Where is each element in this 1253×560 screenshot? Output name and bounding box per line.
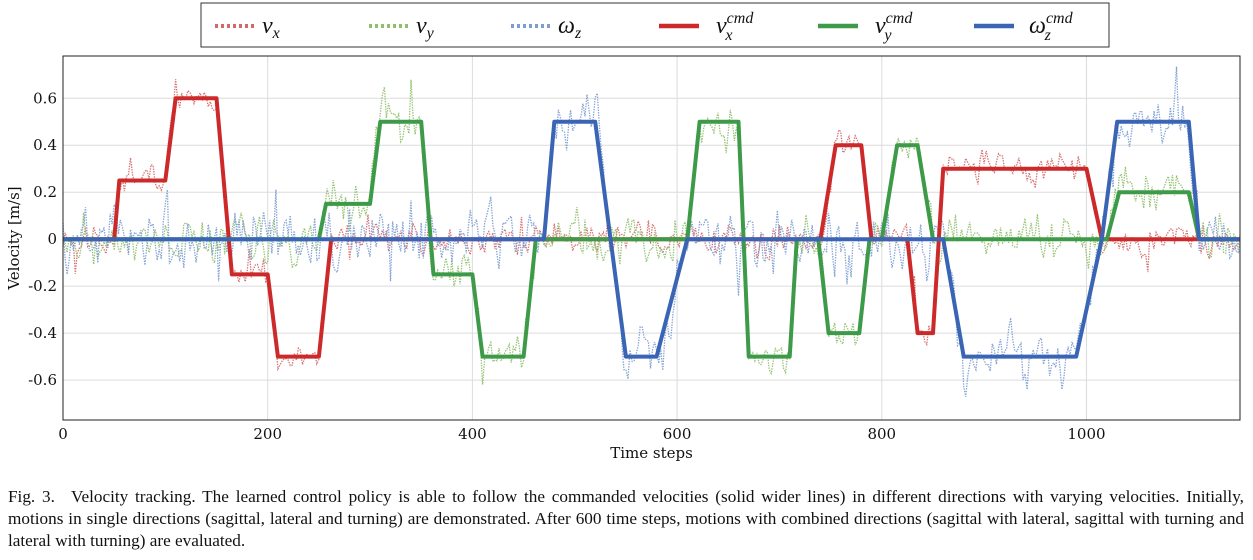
series-z-measured bbox=[62, 66, 1241, 397]
x-tick-label: 1000 bbox=[1067, 425, 1105, 443]
legend-label-sup: cmd bbox=[1046, 10, 1074, 27]
y-tick-label: -0.6 bbox=[28, 371, 57, 389]
y-tick-label: 0.2 bbox=[33, 183, 57, 201]
x-axis-label: Time steps bbox=[610, 444, 693, 462]
series-vx-measured bbox=[62, 79, 1241, 372]
series-vy-measured bbox=[62, 79, 1241, 385]
figure-caption: Fig. 3. Velocity tracking. The learned co… bbox=[8, 486, 1244, 552]
x-tick-label: 800 bbox=[867, 425, 896, 443]
legend-label: vx bbox=[262, 13, 280, 42]
command-series bbox=[63, 96, 1240, 359]
legend-label-sub: x bbox=[272, 25, 280, 42]
legend-label-base: v bbox=[716, 13, 727, 39]
legend-item: ωcmd z bbox=[974, 10, 1074, 44]
legend-label-sup: cmd bbox=[886, 10, 914, 27]
legend-item: vcmd x bbox=[659, 10, 754, 44]
legend: vx vy ωz vcmd x vcmd y ωcmd z bbox=[200, 2, 1110, 48]
legend-label-sub: x bbox=[724, 27, 732, 44]
legend-item: vy bbox=[369, 13, 435, 42]
y-tick-label: 0 bbox=[47, 230, 57, 248]
legend-label-base: v bbox=[416, 13, 427, 39]
y-axis-label: Velocity [m/s] bbox=[5, 186, 23, 290]
x-tick-label: 400 bbox=[458, 425, 487, 443]
legend-label: ωcmd z bbox=[1029, 10, 1074, 44]
legend-item: vcmd y bbox=[818, 10, 913, 44]
legend-label-base: v bbox=[875, 13, 886, 39]
y-tick-label: -0.2 bbox=[28, 277, 57, 295]
legend-label: vcmd x bbox=[716, 10, 754, 44]
legend-label: vcmd y bbox=[875, 10, 913, 44]
y-tick-label: 0.6 bbox=[33, 89, 57, 107]
measured-series bbox=[62, 66, 1241, 397]
y-tick-label: 0.4 bbox=[33, 136, 57, 154]
axis-ticks: 0 200 400 600 800 1000 -0.6 -0.4 -0.2 0 0.2 0.4 0.6 bbox=[28, 89, 1106, 443]
x-tick-label: 200 bbox=[253, 425, 282, 443]
legend-item: ωz bbox=[511, 13, 582, 42]
series-vycmd bbox=[63, 119, 1240, 359]
x-tick-label: 0 bbox=[58, 425, 68, 443]
legend-label-sub: z bbox=[574, 25, 582, 42]
legend-label-sub: y bbox=[882, 27, 892, 44]
legend-label-sub: y bbox=[425, 25, 435, 42]
velocity-tracking-chart: 0 200 400 600 800 1000-0.6-0.4-0.200.20.40.6 … bbox=[5, 2, 1241, 462]
caption-text: Velocity tracking. The learned control p… bbox=[8, 487, 1244, 550]
legend-item: vx bbox=[215, 13, 280, 42]
legend-label-sup: cmd bbox=[727, 10, 755, 27]
legend-label: ωz bbox=[558, 13, 582, 42]
plot-frame bbox=[62, 55, 1241, 421]
legend-label-base: ω bbox=[558, 13, 575, 39]
x-tick-label: 600 bbox=[663, 425, 692, 443]
legend-label-base: v bbox=[262, 13, 273, 39]
series-zcmd bbox=[63, 119, 1240, 359]
legend-label-base: ω bbox=[1029, 13, 1046, 39]
y-tick-label: -0.4 bbox=[28, 324, 57, 342]
legend-label: vy bbox=[416, 13, 435, 42]
caption-label: Fig. 3. bbox=[8, 487, 55, 506]
legend-box bbox=[200, 2, 1110, 48]
legend-label-sub: z bbox=[1044, 27, 1052, 44]
